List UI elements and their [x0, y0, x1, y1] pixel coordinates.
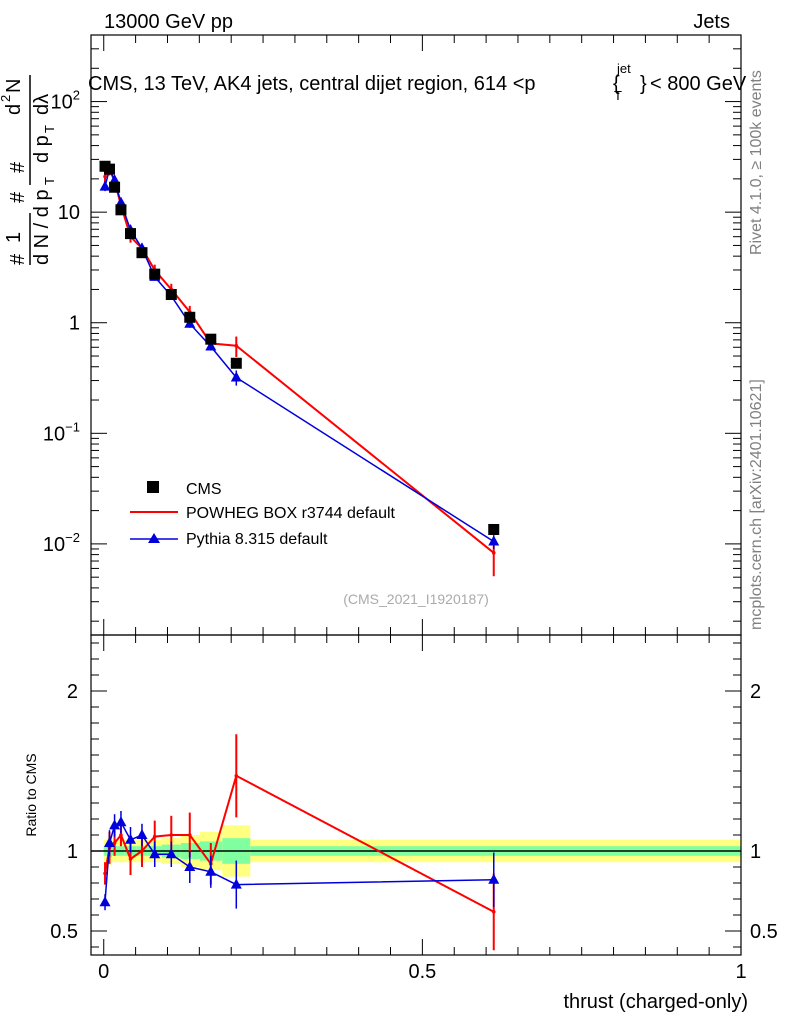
ylabel-one: 1: [3, 232, 25, 243]
cms-marker: [149, 268, 161, 280]
y-tick-label: 10: [58, 202, 80, 224]
xlabel: thrust (charged-only): [563, 991, 748, 1013]
cms-marker: [230, 357, 242, 369]
ratio-pythia-marker: [149, 848, 161, 859]
svg-text:T: T: [42, 125, 57, 133]
legend: CMS POWHEG BOX r3744 default Pythia 8.31…: [130, 481, 396, 548]
powheg-line: [104, 166, 495, 554]
ratio-powheg-point: [112, 841, 117, 845]
ylabel-d2n: #: [7, 161, 29, 173]
ratio-pythia-marker: [488, 873, 500, 884]
title-brace-open: {: [613, 73, 620, 95]
pythia-marker: [488, 535, 500, 546]
powheg-point: [491, 551, 496, 555]
cms-marker: [115, 204, 127, 216]
ratio-pythia-marker: [115, 816, 127, 827]
ratio-powheg-point: [140, 849, 144, 853]
header-left: 13000 GeV pp: [104, 11, 233, 33]
svg-text:d p: d p: [31, 135, 53, 163]
svg-text:N: N: [3, 79, 25, 93]
svg-text:2: 2: [0, 95, 13, 102]
pythia-marker: [230, 371, 242, 382]
powheg-point: [103, 174, 107, 179]
ratio-powheg-point: [169, 833, 174, 837]
svg-text:dλ: dλ: [31, 94, 53, 115]
ratio-pythia-marker: [184, 861, 196, 871]
ratio-powheg-point: [187, 833, 192, 837]
ratio-y-tick-label: 1: [67, 841, 78, 863]
title-end: < 800 GeV: [650, 73, 747, 95]
ratio-pythia-marker: [125, 833, 137, 844]
cms-marker: [103, 163, 115, 175]
cms-marker: [136, 247, 148, 259]
side-rivet-label: Rivet 4.1.0, ≥ 100k events: [748, 70, 765, 255]
y-tick-label: 1: [69, 313, 80, 335]
title-sub: T: [614, 88, 622, 103]
ylabel-ratio: Ratio to CMS: [23, 753, 39, 836]
svg-text:T: T: [42, 177, 57, 185]
pythia-marker: [205, 340, 217, 351]
ylabel-hash-1: #: [7, 253, 29, 265]
svg-text:d: d: [3, 104, 25, 115]
ratio-pythia-marker: [99, 896, 111, 907]
pythia-marker: [99, 180, 111, 191]
cms-marker: [125, 228, 137, 240]
legend-powheg-label: POWHEG BOX r3744 default: [186, 505, 396, 522]
pythia-marker: [109, 174, 121, 185]
ratio-powheg-point: [491, 910, 496, 914]
y-tick-label: 10−2: [43, 530, 80, 556]
cms-marker: [165, 289, 177, 301]
title-main-text: CMS, 13 TeV, AK4 jets, central dijet reg…: [88, 73, 536, 95]
ratio-frame: [90, 634, 742, 956]
powheg-point: [234, 343, 239, 348]
cms-marker: [488, 523, 500, 535]
ratio-powheg-point: [128, 857, 133, 861]
ratio-powheg-point: [103, 871, 107, 876]
ratio-powheg-point: [152, 834, 157, 839]
ratio-pythia-marker: [230, 878, 242, 889]
y-tick-label: 10−1: [43, 419, 80, 445]
legend-cms-label: CMS: [186, 481, 222, 498]
header-right: Jets: [693, 11, 730, 33]
ratio-y-tick-label-right: 0.5: [750, 921, 778, 943]
legend-pythia-label: Pythia 8.315 default: [186, 531, 328, 548]
ratio-pythia-marker: [165, 848, 177, 859]
ratio-y-tick-label: 2: [67, 681, 78, 703]
analysis-id: (CMS_2021_I1920187): [343, 591, 489, 607]
x-tick-label: 0: [98, 961, 109, 983]
side-mcplots-label: mcplots.cern.ch [arXiv:2401.10621]: [748, 379, 765, 630]
cms-marker: [205, 333, 217, 345]
y-tick-label: 102: [51, 88, 80, 114]
legend-cms-marker: [147, 481, 159, 493]
ratio-y-tick-label-right: 2: [750, 681, 761, 703]
ylabel-dn: d N / d p: [31, 189, 53, 265]
ratio-powheg-point: [119, 833, 123, 837]
ratio-pythia-marker: [136, 829, 148, 839]
plot-title: CMS, 13 TeV, AK4 jets, central dijet reg…: [88, 61, 747, 103]
ylabel-hash-2: #: [7, 191, 29, 203]
ratio-pythia-marker: [103, 837, 115, 847]
ratio-y-tick-label: 0.5: [50, 921, 78, 943]
title-main: CMS, 13 TeV, AK4 jets, central dijet reg…: [88, 73, 536, 95]
main-panel: 10−2 10−1 1 10 102: [43, 34, 742, 636]
ratio-y-tick-label-right: 1: [750, 841, 761, 863]
title-sup: jet: [616, 61, 631, 76]
ratio-panel: 0.5 0.51 12 20 0.5 1: [50, 634, 778, 983]
cms-marker: [184, 311, 196, 323]
legend-pythia-marker: [148, 533, 160, 543]
ratio-powheg-point: [234, 774, 239, 778]
x-tick-label: 0.5: [408, 961, 436, 983]
title-brace-close: }: [640, 73, 647, 95]
ratio-pythia-marker: [109, 819, 121, 830]
cms-marker: [109, 181, 121, 193]
pythia-marker: [115, 196, 127, 207]
ratio-pythia-marker: [205, 865, 217, 876]
x-tick-label: 1: [735, 961, 746, 983]
pythia-line: [104, 166, 495, 543]
ylabel-main: # # 1 d N / d p T # d 2 N d p T dλ: [0, 75, 57, 265]
